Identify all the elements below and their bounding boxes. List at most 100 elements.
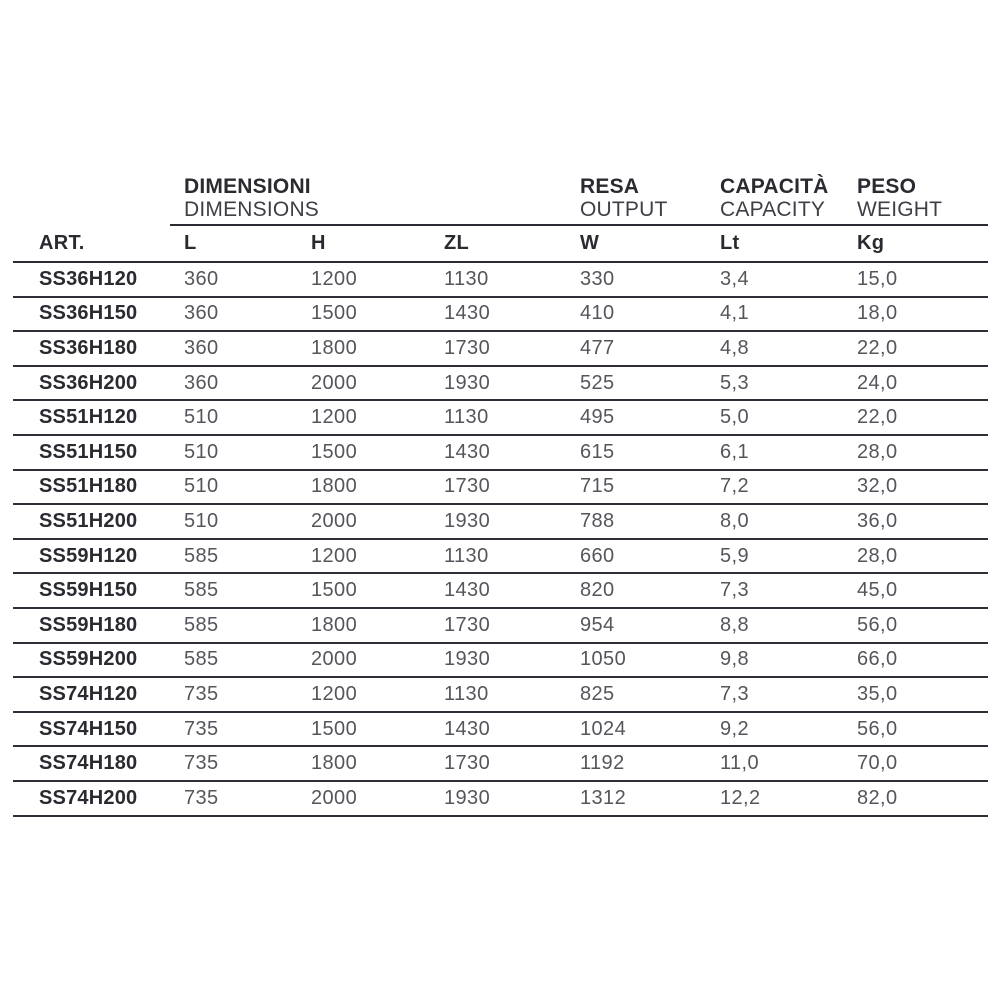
cell-h: 1200 xyxy=(311,544,358,567)
table-row: SS36H180 360 1800 1730 477 4,8 22,0 xyxy=(13,332,988,367)
group-title: CAPACITÀ xyxy=(720,175,829,198)
cell-article: SS59H200 xyxy=(39,648,138,671)
cell-article: SS51H200 xyxy=(39,509,138,532)
cell-h: 2000 xyxy=(311,786,358,809)
cell-kg: 32,0 xyxy=(857,475,898,498)
cell-zl: 1430 xyxy=(444,440,491,463)
column-header-w: W xyxy=(580,232,600,254)
cell-lt: 11,0 xyxy=(720,752,760,775)
cell-l: 735 xyxy=(184,717,219,740)
cell-w: 825 xyxy=(580,682,615,705)
cell-article: SS36H180 xyxy=(39,336,138,359)
cell-kg: 22,0 xyxy=(857,336,898,359)
cell-kg: 24,0 xyxy=(857,371,898,394)
cell-zl: 1930 xyxy=(444,509,491,532)
cell-article: SS36H120 xyxy=(39,267,138,290)
cell-w: 525 xyxy=(580,371,615,394)
column-header-lt: Lt xyxy=(720,232,740,254)
table-row: SS36H120 360 1200 1130 330 3,4 15,0 xyxy=(13,263,988,298)
cell-h: 1500 xyxy=(311,440,358,463)
table-row: SS59H120 585 1200 1130 660 5,9 28,0 xyxy=(13,540,988,575)
cell-kg: 56,0 xyxy=(857,717,898,740)
cell-kg: 28,0 xyxy=(857,440,898,463)
column-header-row: ART. L H ZL W Lt Kg xyxy=(13,226,988,263)
cell-kg: 15,0 xyxy=(857,267,898,290)
cell-lt: 7,3 xyxy=(720,579,750,602)
cell-w: 788 xyxy=(580,509,615,532)
cell-lt: 7,3 xyxy=(720,682,750,705)
column-header-l: L xyxy=(184,232,197,254)
cell-h: 1200 xyxy=(311,406,358,429)
table-row: SS51H200 510 2000 1930 788 8,0 36,0 xyxy=(13,505,988,540)
cell-l: 735 xyxy=(184,682,219,705)
table-row: SS51H120 510 1200 1130 495 5,0 22,0 xyxy=(13,401,988,436)
cell-l: 360 xyxy=(184,302,219,325)
group-underline xyxy=(170,224,988,226)
cell-kg: 56,0 xyxy=(857,613,898,636)
cell-h: 2000 xyxy=(311,509,358,532)
cell-article: SS59H180 xyxy=(39,613,138,636)
cell-zl: 1130 xyxy=(444,406,489,429)
cell-l: 360 xyxy=(184,371,219,394)
cell-kg: 45,0 xyxy=(857,579,898,602)
cell-l: 735 xyxy=(184,752,219,775)
cell-w: 820 xyxy=(580,579,615,602)
cell-zl: 1730 xyxy=(444,336,491,359)
cell-article: SS74H200 xyxy=(39,786,138,809)
cell-lt: 7,2 xyxy=(720,475,750,498)
cell-l: 585 xyxy=(184,648,219,671)
cell-lt: 8,8 xyxy=(720,613,750,636)
cell-lt: 8,0 xyxy=(720,509,750,532)
cell-h: 1500 xyxy=(311,717,358,740)
group-header-dimensions: DIMENSIONI DIMENSIONS xyxy=(184,175,319,221)
group-subtitle: DIMENSIONS xyxy=(184,198,320,221)
cell-zl: 1730 xyxy=(444,475,491,498)
cell-l: 510 xyxy=(184,475,219,498)
cell-w: 1312 xyxy=(580,786,627,809)
cell-kg: 35,0 xyxy=(857,682,898,705)
cell-l: 360 xyxy=(184,267,219,290)
cell-l: 360 xyxy=(184,336,219,359)
cell-article: SS51H180 xyxy=(39,475,138,498)
cell-kg: 82,0 xyxy=(857,786,898,809)
cell-w: 1050 xyxy=(580,648,627,671)
cell-lt: 5,3 xyxy=(720,371,750,394)
cell-zl: 1430 xyxy=(444,717,491,740)
cell-kg: 22,0 xyxy=(857,406,898,429)
column-header-kg: Kg xyxy=(857,232,885,254)
cell-article: SS59H150 xyxy=(39,579,138,602)
cell-h: 2000 xyxy=(311,371,358,394)
cell-article: SS59H120 xyxy=(39,544,138,567)
column-header-art: ART. xyxy=(39,232,85,254)
cell-zl: 1430 xyxy=(444,579,491,602)
cell-w: 660 xyxy=(580,544,615,567)
table-row: SS59H180 585 1800 1730 954 8,8 56,0 xyxy=(13,609,988,644)
group-header-output: RESA OUTPUT xyxy=(580,175,668,221)
cell-h: 1800 xyxy=(311,752,358,775)
cell-lt: 9,2 xyxy=(720,717,750,740)
cell-lt: 4,8 xyxy=(720,336,750,359)
cell-w: 495 xyxy=(580,406,615,429)
table-row: SS51H180 510 1800 1730 715 7,2 32,0 xyxy=(13,471,988,506)
group-subtitle: OUTPUT xyxy=(580,198,668,221)
cell-article: SS36H200 xyxy=(39,371,138,394)
cell-lt: 12,2 xyxy=(720,786,761,809)
cell-kg: 66,0 xyxy=(857,648,898,671)
cell-w: 330 xyxy=(580,267,615,290)
group-subtitle: CAPACITY xyxy=(720,198,826,221)
cell-lt: 3,4 xyxy=(720,267,750,290)
cell-article: SS74H150 xyxy=(39,717,138,740)
cell-lt: 6,1 xyxy=(720,440,750,463)
cell-article: SS51H150 xyxy=(39,440,138,463)
cell-lt: 5,0 xyxy=(720,406,750,429)
cell-h: 1800 xyxy=(311,475,358,498)
cell-h: 1500 xyxy=(311,302,358,325)
cell-h: 1500 xyxy=(311,579,358,602)
cell-h: 1200 xyxy=(311,267,358,290)
cell-h: 1800 xyxy=(311,613,358,636)
cell-zl: 1130 xyxy=(444,682,489,705)
cell-w: 477 xyxy=(580,336,615,359)
group-title: PESO xyxy=(857,175,917,198)
cell-kg: 70,0 xyxy=(857,752,898,775)
